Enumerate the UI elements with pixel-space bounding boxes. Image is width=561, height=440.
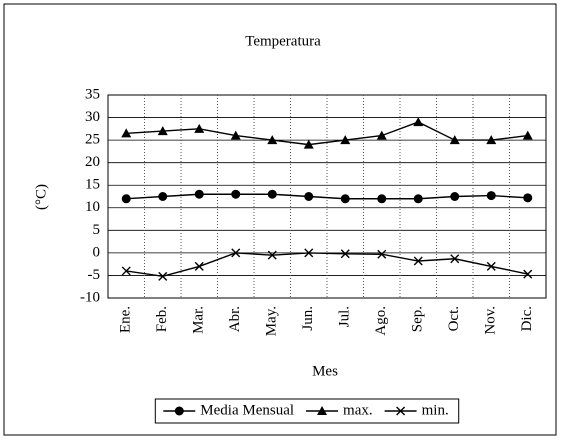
marker [121, 194, 131, 204]
legend-label: max. [343, 402, 373, 418]
marker [340, 135, 351, 145]
y-tick-label: 35 [85, 86, 100, 102]
marker [317, 406, 328, 415]
y-tick-label: 5 [93, 222, 101, 238]
marker [304, 248, 314, 258]
marker [396, 406, 406, 416]
legend-label: min. [422, 402, 449, 418]
series-line [126, 252, 528, 278]
legend-box [154, 398, 460, 424]
marker [158, 192, 168, 201]
marker [377, 249, 387, 259]
y-tick-label: 25 [85, 132, 100, 148]
y-tick-label: 10 [85, 199, 100, 215]
marker [413, 256, 423, 266]
x-tick-label: Oct. [446, 306, 462, 331]
marker [449, 135, 460, 145]
y-tick-label: -5 [88, 267, 101, 283]
y-tick-label: -10 [80, 289, 100, 305]
x-tick-label: Jun. [300, 306, 316, 331]
marker [121, 266, 131, 276]
x-tick-label: Nov. [483, 306, 499, 335]
marker [522, 130, 533, 140]
x-tick-label: Feb. [154, 306, 170, 332]
legend-label: Media Mensual [200, 402, 294, 418]
x-tick-label: Ago. [373, 306, 389, 336]
series-line [126, 193, 528, 200]
marker [523, 269, 533, 279]
marker [267, 189, 277, 199]
marker [267, 250, 277, 260]
marker [303, 139, 314, 149]
marker [158, 271, 168, 281]
series-line [126, 121, 528, 146]
marker [413, 117, 424, 127]
marker [450, 254, 460, 264]
x-tick-label: Dic. [519, 306, 535, 331]
marker [194, 189, 204, 199]
y-tick-label: 0 [93, 244, 101, 260]
x-tick-label: Sep. [410, 306, 426, 332]
marker [194, 123, 205, 133]
marker [340, 249, 350, 259]
y-tick-label: 30 [85, 109, 100, 125]
marker [157, 126, 168, 136]
legend: Media Mensual max. min. [154, 398, 460, 424]
y-tick-label: 20 [85, 154, 100, 170]
marker [486, 261, 496, 271]
marker [304, 192, 314, 201]
marker [121, 128, 132, 138]
marker [377, 194, 387, 204]
frame [3, 3, 557, 436]
marker [231, 189, 241, 199]
marker [267, 135, 278, 145]
chart-title: Temperatura [245, 33, 321, 49]
marker [376, 130, 387, 140]
marker [486, 135, 497, 145]
y-tick-label: 15 [85, 177, 100, 193]
marker [486, 191, 496, 201]
x-tick-label: Ene. [118, 306, 134, 333]
marker [194, 261, 204, 271]
marker [450, 192, 460, 201]
marker [174, 406, 184, 416]
marker [340, 194, 350, 204]
x-axis-label: Mes [312, 363, 338, 379]
x-tick-label: May. [264, 306, 280, 336]
marker [230, 130, 241, 140]
marker [231, 248, 241, 258]
x-tick-label: Abr. [227, 306, 243, 332]
x-tick-label: Mar. [191, 306, 207, 334]
marker [523, 193, 533, 203]
x-tick-label: Jul. [337, 306, 353, 327]
y-axis-label: (°C) [33, 184, 49, 210]
marker [413, 194, 423, 204]
